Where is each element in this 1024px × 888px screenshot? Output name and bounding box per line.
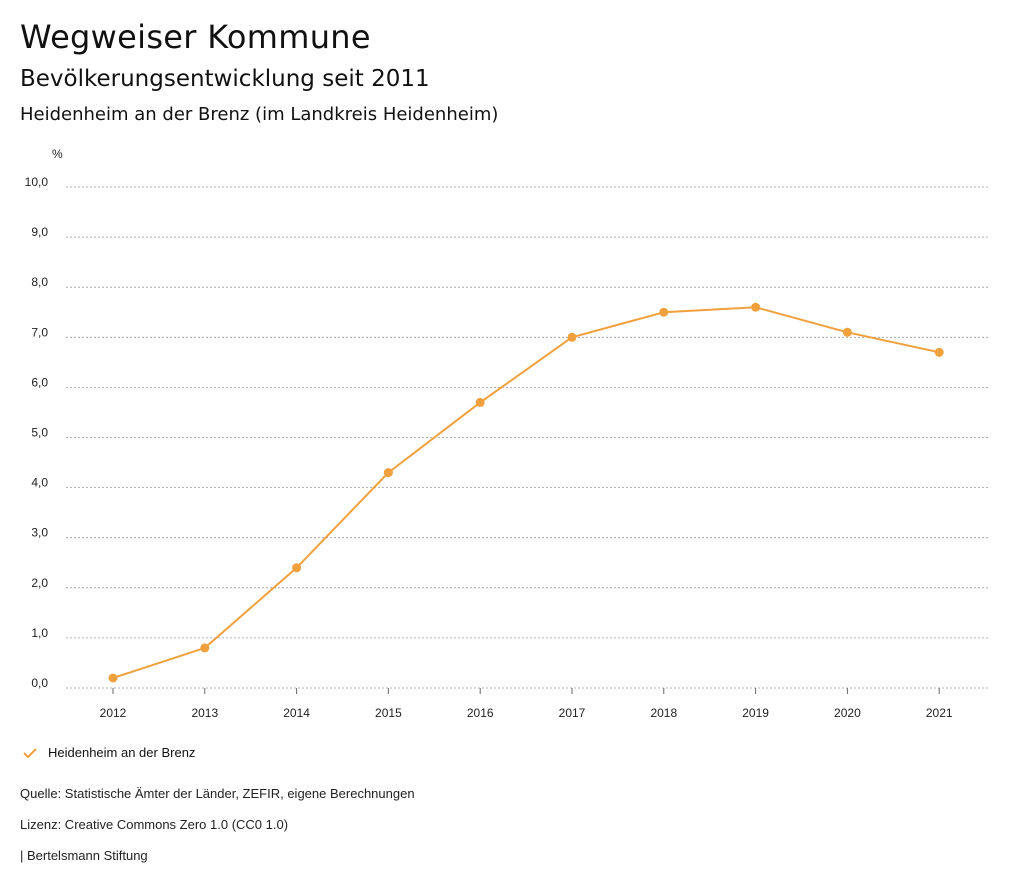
data-point[interactable] [292, 563, 302, 573]
x-tick-label: 2018 [650, 706, 677, 720]
line-chart: % 0,0 1,0 2,0 3,0 4,0 5,0 6,0 7,0 8,0 9,0 10,0 201… [25, 147, 990, 720]
data-point[interactable] [108, 673, 118, 683]
page-title: Wegweiser Kommune [20, 18, 371, 56]
y-tick-label: 8,0 [31, 275, 48, 289]
y-tick-label: 3,0 [31, 526, 48, 540]
y-tick-label: 7,0 [31, 325, 48, 339]
y-tick-label: 9,0 [31, 225, 48, 239]
data-point[interactable] [659, 307, 669, 317]
x-tick-label: 2015 [375, 706, 402, 720]
series-layer [108, 302, 944, 683]
y-tick-label: 2,0 [31, 576, 48, 590]
region-title: Heidenheim an der Brenz (im Landkreis He… [20, 104, 499, 125]
x-tick-label: 2014 [283, 706, 310, 720]
x-axis-ticks: 2012 2013 2014 2015 2016 2017 2018 2019 2020 2021 [100, 688, 953, 720]
data-point[interactable] [751, 302, 761, 312]
x-tick-label: 2019 [742, 706, 769, 720]
x-tick-label: 2017 [559, 706, 586, 720]
y-axis-ticks: 0,0 1,0 2,0 3,0 4,0 5,0 6,0 7,0 8,0 9,0 10,0 [25, 175, 49, 690]
data-point[interactable] [567, 332, 577, 342]
y-tick-label: 0,0 [31, 676, 48, 690]
legend[interactable]: Heidenheim an der Brenz [22, 745, 195, 760]
y-tick-label: 10,0 [25, 175, 49, 189]
source-text: Quelle: Statistische Ämter der Länder, Z… [20, 786, 415, 801]
y-tick-label: 4,0 [31, 476, 48, 490]
publisher-text: | Bertelsmann Stiftung [20, 848, 148, 863]
license-text: Lizenz: Creative Commons Zero 1.0 (CC0 1… [20, 817, 289, 832]
x-tick-label: 2012 [100, 706, 127, 720]
data-point[interactable] [934, 347, 944, 357]
series-line [112, 306, 940, 679]
data-point[interactable] [200, 643, 210, 653]
x-tick-label: 2013 [191, 706, 218, 720]
chart-subtitle: Bevölkerungsentwicklung seit 2011 [20, 66, 430, 92]
data-point[interactable] [475, 397, 485, 407]
checkmark-icon [23, 747, 37, 758]
legend-item-label: Heidenheim an der Brenz [48, 745, 196, 760]
data-point[interactable] [842, 327, 852, 337]
y-tick-label: 5,0 [31, 426, 48, 440]
y-tick-label: 6,0 [31, 375, 48, 389]
y-axis-unit-label: % [52, 147, 63, 161]
x-tick-label: 2020 [834, 706, 861, 720]
y-tick-label: 1,0 [31, 626, 48, 640]
gridlines [66, 186, 990, 689]
data-point[interactable] [383, 468, 393, 478]
x-tick-label: 2016 [467, 706, 494, 720]
x-tick-label: 2021 [926, 706, 953, 720]
